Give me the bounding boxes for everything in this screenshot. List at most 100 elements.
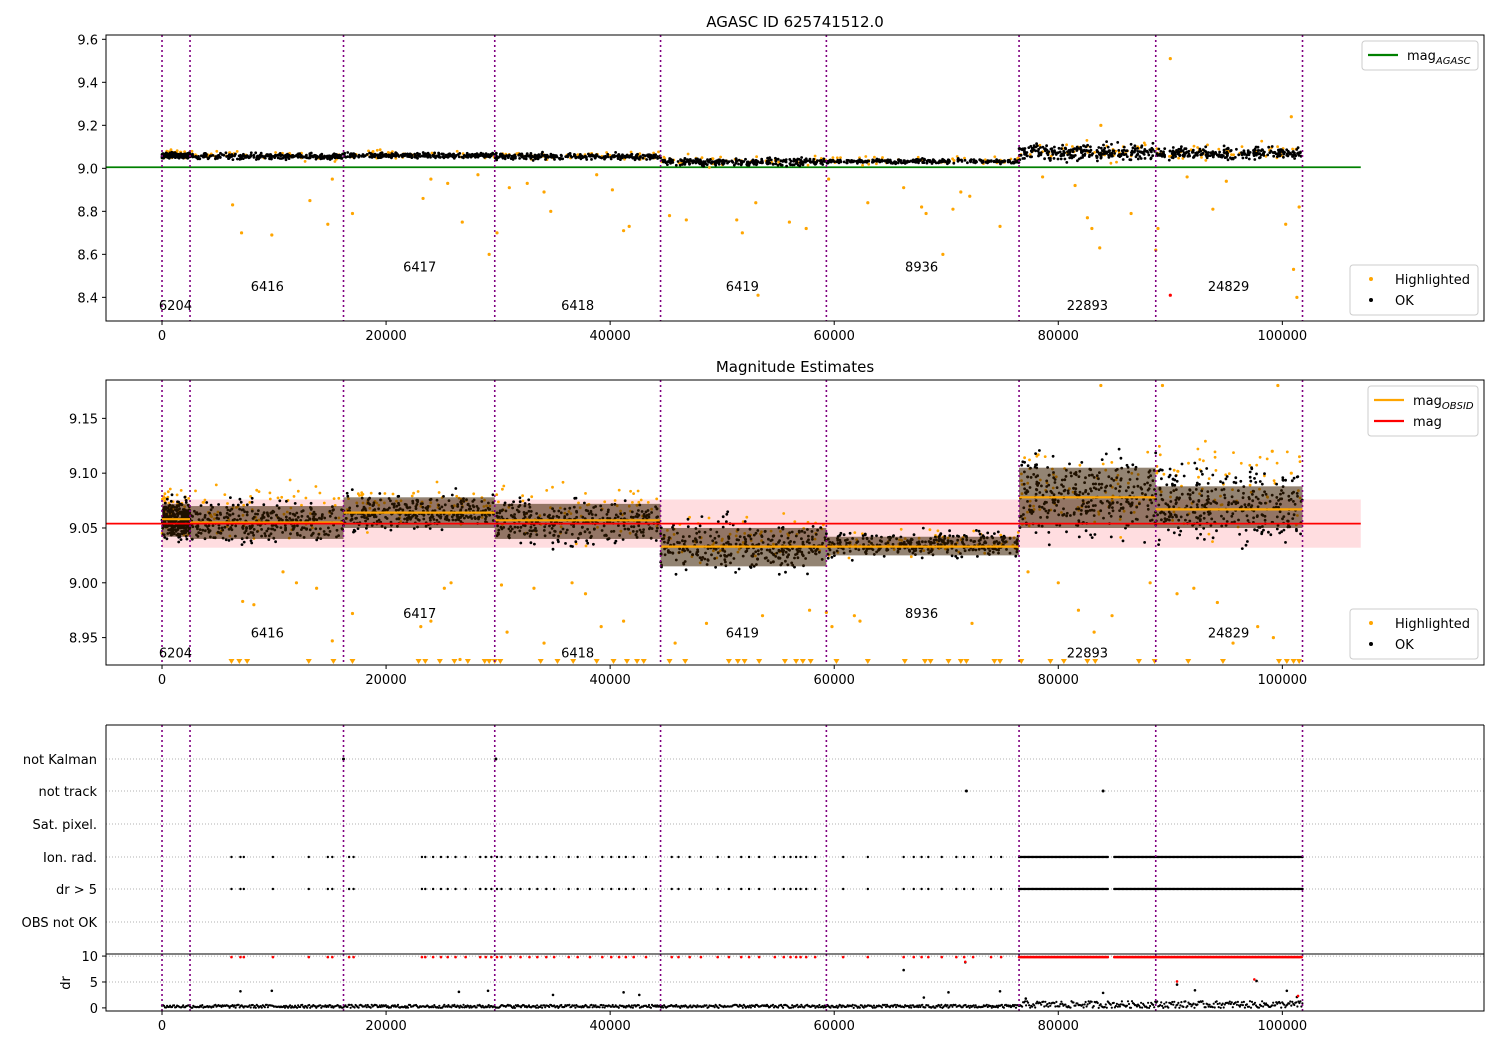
ok-point [979, 159, 983, 162]
ok-point [418, 155, 422, 158]
ok-point [621, 155, 624, 159]
ok-point [491, 493, 495, 497]
ok-point [217, 154, 221, 158]
ok-point [250, 496, 254, 500]
ok-point [905, 160, 909, 164]
ok-point [185, 152, 189, 156]
ok-point [278, 499, 282, 503]
highlighted-point [754, 201, 758, 205]
ok-point [948, 529, 951, 533]
ok-point [440, 528, 444, 532]
ok-point [1125, 155, 1129, 159]
ok-point [1201, 148, 1205, 152]
ok-point [734, 571, 737, 574]
ok-point [518, 157, 521, 160]
ok-point [590, 158, 593, 161]
ok-point [1289, 152, 1292, 155]
ok-point [1096, 150, 1099, 154]
ok-point [1131, 146, 1135, 150]
highlighted-point [919, 205, 924, 209]
ok-point [1295, 148, 1299, 151]
highlighted-point [326, 222, 330, 226]
ok-point [776, 157, 780, 161]
ok-point [567, 152, 570, 156]
ok-point [202, 155, 206, 159]
ok-point [721, 515, 725, 519]
ok-point [217, 503, 221, 506]
highlighted-point [1168, 155, 1171, 158]
ok-point [826, 556, 830, 560]
ok-point [972, 159, 976, 163]
ok-point [789, 159, 793, 163]
ok-point [518, 496, 522, 500]
highlighted-point [239, 231, 244, 235]
highlighted-point [1115, 160, 1118, 164]
highlighted-point [226, 502, 229, 505]
highlighted-point [288, 478, 292, 482]
ok-point [621, 153, 624, 157]
ok-point [934, 161, 938, 165]
ok-point [1136, 147, 1139, 150]
x-tick-label: 0 [158, 329, 166, 344]
highlighted-point [350, 211, 355, 216]
ok-point [1173, 153, 1177, 156]
highlighted-point [707, 516, 711, 520]
ok-point [1050, 147, 1054, 151]
ok-point [1158, 152, 1162, 156]
ok-point [695, 159, 699, 163]
highlighted-point [711, 157, 715, 161]
highlighted-point [782, 512, 786, 515]
ok-point [319, 157, 323, 161]
ok-point [1198, 147, 1202, 151]
ok-point [1217, 153, 1221, 157]
ok-point [160, 156, 164, 160]
ok-point [414, 155, 417, 159]
ok-point [191, 154, 195, 157]
ok-point [952, 161, 956, 165]
ok-point [1143, 157, 1147, 160]
ok-point [295, 153, 299, 157]
ok-point [346, 151, 350, 154]
ok-point [241, 154, 244, 158]
highlighted-point [257, 490, 261, 493]
ok-point [686, 525, 690, 529]
ok-point [466, 153, 470, 157]
ok-point [226, 154, 230, 158]
highlighted-point [924, 211, 928, 216]
ok-point [454, 487, 458, 490]
ok-point [845, 161, 849, 165]
ok-point [1151, 154, 1155, 158]
highlighted-point [1065, 143, 1068, 147]
ok-point [268, 156, 272, 160]
ok-point [529, 541, 533, 545]
ok-point [208, 154, 212, 158]
ok-point [1058, 150, 1062, 154]
ok-point [943, 159, 947, 163]
ok-point [238, 497, 242, 501]
ok-point [851, 159, 854, 163]
ok-point [574, 540, 578, 544]
highlighted-point [719, 155, 722, 159]
highlighted-point [899, 527, 903, 531]
ok-point [744, 157, 747, 161]
ok-point [726, 510, 730, 514]
ok-point [233, 153, 237, 157]
ok-point [978, 532, 982, 536]
ok-point [883, 159, 887, 163]
ok-point [624, 156, 627, 159]
ok-point [1142, 153, 1146, 156]
ok-point [778, 162, 782, 166]
ok-point [825, 161, 829, 165]
ok-point [674, 163, 678, 167]
ok-point [1057, 146, 1061, 150]
highlighted-point [755, 155, 758, 159]
highlighted-point [1109, 161, 1113, 165]
ok-point [861, 160, 865, 164]
ok-point [1110, 153, 1114, 156]
highlighted-point [1224, 179, 1228, 183]
ok-point [784, 160, 788, 164]
ok-point [920, 556, 924, 560]
ok-point [1032, 148, 1036, 152]
highlighted-point [175, 493, 179, 497]
